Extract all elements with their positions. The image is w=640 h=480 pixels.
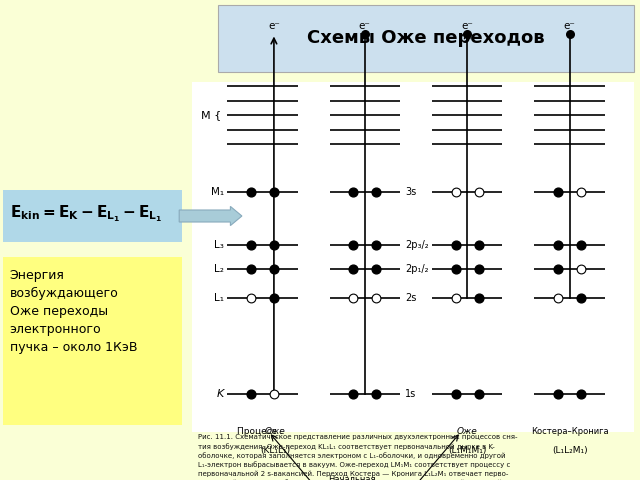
Point <box>564 30 575 37</box>
FancyBboxPatch shape <box>218 5 634 72</box>
Point <box>371 265 381 273</box>
Point <box>576 265 586 273</box>
Text: e⁻: e⁻ <box>564 21 575 31</box>
Point <box>269 265 279 273</box>
Point <box>553 241 563 249</box>
FancyArrow shape <box>179 206 242 226</box>
Point <box>348 265 358 273</box>
Point <box>246 265 256 273</box>
Text: (L₁M₁M₁): (L₁M₁M₁) <box>448 446 486 456</box>
Point <box>246 294 256 301</box>
Point <box>553 188 563 196</box>
Point <box>553 265 563 273</box>
Point <box>246 241 256 249</box>
Point <box>576 188 586 196</box>
Text: $\mathbf{E_{kin}=E_K-E_{L_1}-E_{L_1}}$: $\mathbf{E_{kin}=E_K-E_{L_1}-E_{L_1}}$ <box>10 204 162 224</box>
Point <box>553 294 563 301</box>
Text: Энергия
возбуждающего
Оже переходы
электронного
пучка – около 1КэВ: Энергия возбуждающего Оже переходы элект… <box>10 269 137 354</box>
Point <box>576 241 586 249</box>
Point <box>348 188 358 196</box>
Point <box>474 390 484 397</box>
FancyBboxPatch shape <box>3 190 182 242</box>
Point <box>474 188 484 196</box>
Text: 3s: 3s <box>405 187 417 197</box>
Text: L₃: L₃ <box>214 240 224 250</box>
Text: 2p₁/₂: 2p₁/₂ <box>405 264 429 274</box>
Point <box>576 294 586 301</box>
Point <box>371 294 381 301</box>
Point <box>451 265 461 273</box>
Text: e⁻: e⁻ <box>461 21 473 31</box>
Point <box>576 390 586 397</box>
Text: M {: M { <box>200 110 221 120</box>
Point <box>348 241 358 249</box>
Point <box>246 390 256 397</box>
Text: 2p₃/₂: 2p₃/₂ <box>405 240 429 250</box>
Point <box>462 30 472 37</box>
Point <box>474 241 484 249</box>
Text: Схемы Оже переходов: Схемы Оже переходов <box>307 29 545 48</box>
Point <box>269 188 279 196</box>
Point <box>246 188 256 196</box>
Text: Процесс :: Процесс : <box>237 427 282 436</box>
Point <box>371 390 381 397</box>
Point <box>451 241 461 249</box>
Text: (KL₁L₁): (KL₁L₁) <box>260 446 291 456</box>
Point <box>451 390 461 397</box>
Point <box>269 294 279 301</box>
Point <box>348 294 358 301</box>
Point <box>371 188 381 196</box>
Text: Оже: Оже <box>457 427 477 436</box>
Text: e⁻: e⁻ <box>268 21 280 31</box>
Point <box>553 390 563 397</box>
FancyBboxPatch shape <box>3 257 182 425</box>
Text: K: K <box>217 389 224 398</box>
Text: Рис. 11.1. Схематическое представление различных двухэлектронных процессов сня-
: Рис. 11.1. Схематическое представление р… <box>198 434 518 480</box>
Point <box>451 294 461 301</box>
Point <box>451 188 461 196</box>
Point <box>348 390 358 397</box>
Text: Костера–Кронига: Костера–Кронига <box>531 427 609 436</box>
Text: Оже: Оже <box>265 427 285 436</box>
Text: L₂: L₂ <box>214 264 224 274</box>
FancyBboxPatch shape <box>192 82 634 432</box>
Point <box>474 294 484 301</box>
Point <box>269 390 279 397</box>
Point <box>269 241 279 249</box>
Text: M₁: M₁ <box>211 187 224 197</box>
Text: e⁻: e⁻ <box>359 21 371 31</box>
Point <box>360 30 370 37</box>
Text: L₁: L₁ <box>214 293 224 302</box>
Text: Начальная
вакансия: Начальная вакансия <box>328 475 376 480</box>
Point <box>371 241 381 249</box>
Point <box>474 265 484 273</box>
Text: (L₁L₂M₁): (L₁L₂M₁) <box>552 446 588 456</box>
Text: 1s: 1s <box>405 389 417 398</box>
Text: 2s: 2s <box>405 293 417 302</box>
